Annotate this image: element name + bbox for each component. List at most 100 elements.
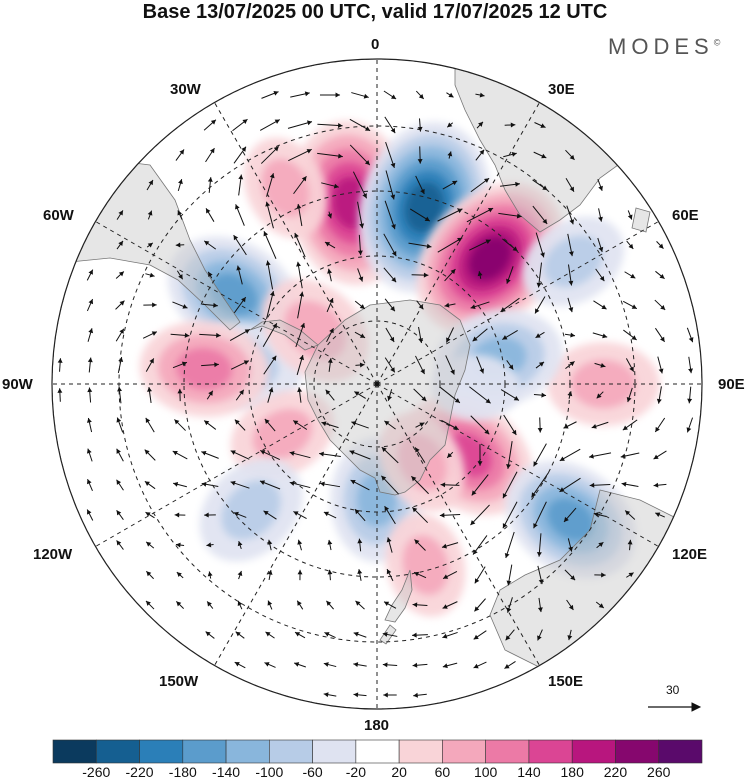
wind-vector (294, 631, 306, 639)
wind-vector (236, 265, 243, 285)
wind-vector (537, 597, 543, 613)
wind-vector (506, 266, 514, 284)
wind-vector (567, 233, 574, 257)
wind-vector (232, 118, 248, 132)
wind-vector (324, 632, 336, 638)
wind-vector (86, 448, 93, 462)
brand-mark: © (713, 37, 721, 48)
wind-vector (146, 570, 154, 580)
wind-vector (567, 538, 573, 552)
wind-vector (146, 179, 154, 191)
wind-vector (203, 119, 217, 131)
colorbar-segment (615, 739, 660, 764)
wind-vector (537, 629, 543, 641)
wind-vector (506, 564, 513, 586)
wind-vector (233, 511, 247, 518)
colorbar-tick-label: 220 (603, 764, 628, 780)
polar-map-disc (52, 59, 702, 709)
wind-vector (437, 237, 463, 253)
wind-vector (537, 417, 543, 433)
wind-vector (172, 450, 188, 460)
wind-vector (357, 234, 363, 256)
wind-vector (534, 296, 546, 314)
wind-vector (175, 242, 185, 248)
wind-vector (86, 269, 94, 281)
wind-vector (321, 421, 339, 429)
wind-vector (287, 120, 313, 129)
wind-vector (386, 568, 394, 582)
colorbar-segment (485, 739, 530, 764)
wind-vector (293, 175, 307, 195)
wind-vector (317, 123, 343, 128)
wind-vector (87, 387, 93, 403)
colorbar-segment (528, 739, 573, 764)
wind-vector (506, 360, 514, 370)
wind-vector (384, 505, 396, 525)
wind-vector (567, 629, 573, 641)
wind-vector (476, 356, 485, 374)
wind-vector (535, 331, 545, 339)
colorbar-segment (182, 739, 227, 764)
wind-vector (655, 512, 665, 518)
wind-vector (447, 151, 453, 159)
wind-vector (201, 481, 219, 488)
wind-vector (411, 506, 429, 524)
wind-vector (354, 300, 366, 310)
wind-vector (564, 332, 576, 338)
wind-vector (532, 179, 548, 191)
colorbar-segment (139, 739, 184, 764)
wind-vector (626, 240, 634, 250)
wind-vector (533, 501, 547, 529)
wind-vector (415, 422, 425, 428)
wind-vector (353, 631, 367, 638)
wind-vector (466, 207, 494, 223)
wind-vector (237, 540, 243, 550)
lon-label-30w: 30W (170, 81, 201, 98)
wind-vector (594, 572, 606, 578)
anomaly-center (199, 458, 303, 562)
wind-vector (469, 386, 491, 404)
wind-vector (563, 507, 577, 523)
wind-vector (323, 662, 337, 668)
wind-vector (116, 240, 124, 250)
wind-vector (504, 122, 516, 128)
wind-vector (380, 475, 400, 495)
wind-vector (408, 242, 432, 249)
wind-vector (323, 511, 337, 519)
wind-vector (411, 272, 429, 278)
wind-vector (565, 177, 575, 193)
wind-vector (145, 358, 155, 372)
wind-vector (263, 355, 277, 375)
wind-vector (207, 571, 213, 579)
wind-vector (116, 417, 124, 433)
wind-vector (502, 471, 518, 499)
wind-vector (537, 565, 544, 585)
wind-vector (207, 177, 213, 193)
wind-vector (115, 328, 125, 342)
colorbar-segment (355, 739, 400, 764)
wind-vector (295, 322, 306, 348)
wind-vector (596, 391, 604, 399)
wind-vector (327, 211, 333, 219)
wind-vector (596, 541, 604, 549)
wind-vector (319, 92, 341, 98)
wind-vector (265, 631, 275, 639)
wind-vector (176, 270, 184, 280)
wind-vector (417, 146, 423, 164)
wind-vector (470, 415, 490, 435)
wind-vector (536, 533, 542, 557)
wind-vector (292, 420, 308, 430)
wind-vector (594, 362, 606, 368)
wind-vector (296, 600, 304, 610)
wind-vector (201, 362, 219, 368)
colorbar-tick-label: 60 (434, 764, 451, 780)
colorbar-tick-label: -220 (125, 764, 154, 780)
wind-vector (234, 661, 246, 669)
wind-vector (87, 357, 93, 373)
wind-vector (442, 570, 458, 580)
wind-vector (384, 116, 396, 134)
wind-vector (476, 121, 484, 129)
wind-vector (177, 210, 183, 220)
colorbar-segment (398, 739, 443, 764)
wind-vector (439, 386, 461, 404)
